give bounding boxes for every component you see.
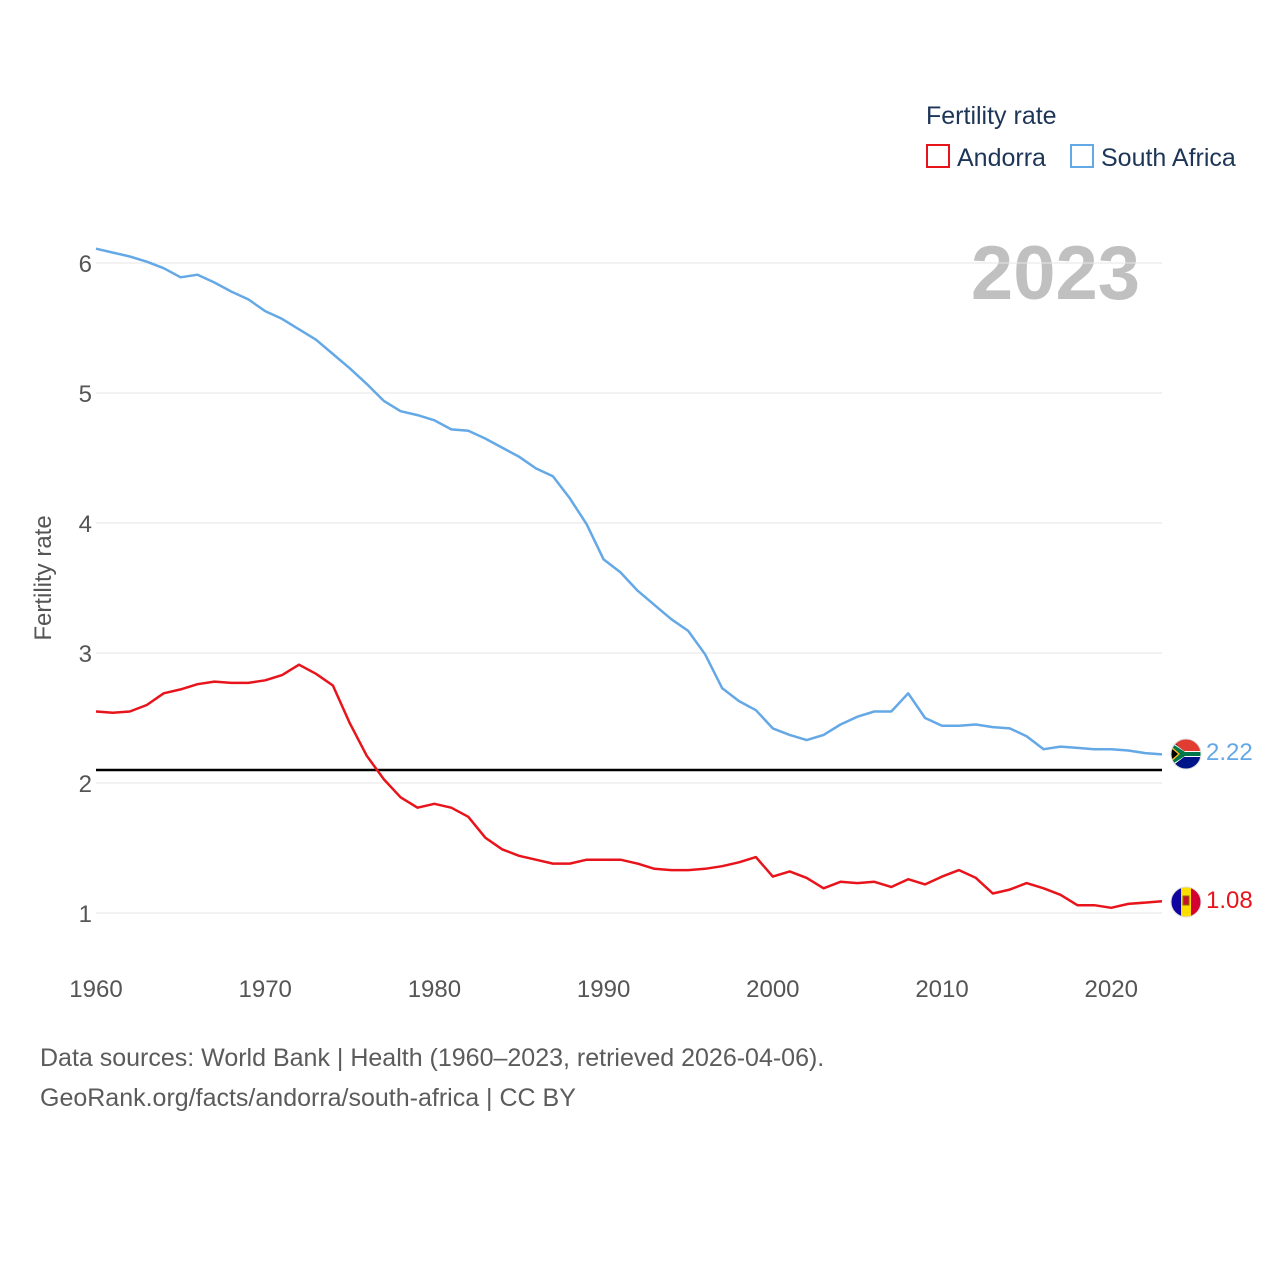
legend-label-andorra: Andorra [957,144,1046,172]
y-tick-label: 6 [79,251,92,278]
legend-swatch-south-africa [1070,144,1094,168]
x-tick-label: 2020 [1085,976,1138,1003]
legend-swatch-andorra [926,144,950,168]
data-sources-note: Data sources: World Bank | Health (1960–… [40,1044,825,1072]
andorra-flag-ring [1170,886,1202,918]
x-tick-label: 1960 [69,976,122,1003]
y-tick-label: 1 [79,901,92,928]
end-label-andorra: 1.08 [1206,887,1253,914]
y-tick-label: 5 [79,381,92,408]
x-tick-label: 2000 [746,976,799,1003]
legend-title: Fertility rate [926,102,1057,130]
south-africa-flag-icon [1171,739,1201,769]
y-tick-label: 3 [79,641,92,668]
x-tick-label: 1980 [408,976,461,1003]
end-label-south-africa: 2.22 [1206,739,1253,766]
gridlines [96,262,1162,914]
legend-label-south-africa: South Africa [1101,144,1236,172]
legend-item-andorra[interactable]: Andorra [926,144,1046,172]
y-tick-label: 2 [79,771,92,798]
series-line-andorra [95,663,1163,910]
x-tick-label: 1970 [239,976,292,1003]
y-axis-ticks: 1 2 3 4 5 6 [79,251,92,928]
x-axis-ticks: 1960 1970 1980 1990 2000 2010 2020 [69,976,1138,1003]
legend-item-south-africa[interactable]: South Africa [1070,144,1236,172]
data-points [96,249,1162,908]
series-line-south-africa [95,247,1163,756]
y-tick-label: 4 [79,511,92,538]
fertility-rate-chart: Fertility rate Andorra South Africa 2023… [30,102,1253,1003]
credit-link[interactable]: GeoRank.org/facts/andorra/south-africa |… [40,1084,576,1112]
y-axis-title: Fertility rate [30,515,57,640]
legend: Fertility rate Andorra South Africa [926,102,1236,172]
andorra-flag-icon [1171,887,1201,917]
x-tick-label: 2010 [915,976,968,1003]
x-tick-label: 1990 [577,976,630,1003]
south-africa-flag-ring [1170,738,1202,770]
year-watermark: 2023 [971,231,1140,316]
